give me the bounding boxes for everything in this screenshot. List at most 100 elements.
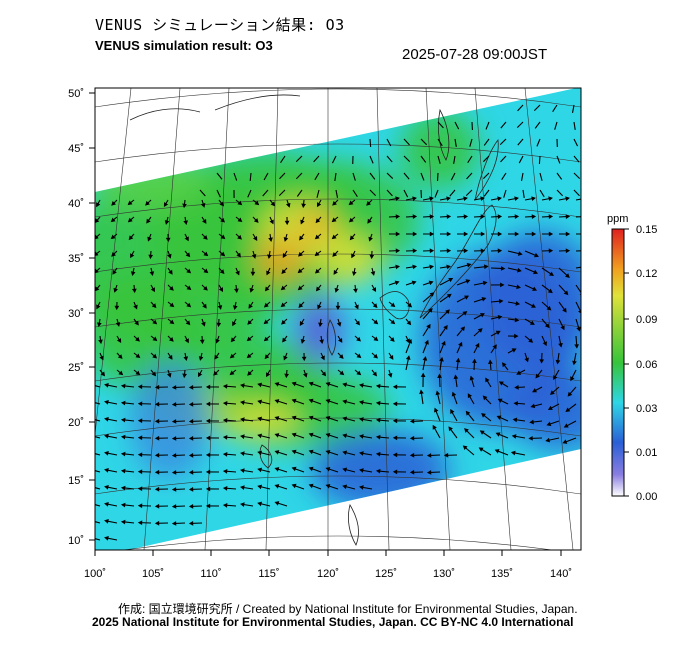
lon-tick-label: 100˚ xyxy=(84,568,106,580)
wind-arrowhead xyxy=(528,338,534,343)
wind-arrowhead xyxy=(198,356,204,361)
wind-arrowhead xyxy=(547,405,553,410)
wind-arrowhead xyxy=(395,248,401,254)
wind-arrow xyxy=(556,172,563,180)
wind-arrowhead xyxy=(462,311,468,316)
wind-arrowhead xyxy=(128,235,134,241)
wind-arrow xyxy=(573,172,581,179)
wind-arrow xyxy=(522,189,525,198)
wind-arrowhead xyxy=(446,293,452,299)
wind-arrowhead xyxy=(392,469,398,475)
wind-arrowhead xyxy=(182,373,187,379)
wind-arrowhead xyxy=(367,218,372,224)
wind-arrowhead xyxy=(284,220,290,226)
wind-arrowhead xyxy=(342,467,348,473)
wind-arrowhead xyxy=(237,217,243,223)
wind-arrowhead xyxy=(202,235,208,240)
wind-arrowhead xyxy=(263,336,269,342)
wind-arrowhead xyxy=(188,503,194,509)
wind-arrowhead xyxy=(492,344,497,350)
wind-arrowhead xyxy=(550,390,555,395)
wind-arrowhead xyxy=(151,303,157,309)
lon-tick-label: 135˚ xyxy=(491,568,513,580)
wind-arrowhead xyxy=(495,432,501,437)
wind-arrowhead xyxy=(395,231,401,237)
wind-arrowhead xyxy=(562,307,567,313)
wind-arrowhead xyxy=(498,298,504,304)
wind-arrowhead xyxy=(567,391,573,397)
wind-arrowhead xyxy=(184,236,189,242)
wind-arrowhead xyxy=(514,214,520,219)
wind-arrowhead xyxy=(583,197,586,200)
wind-arrowhead xyxy=(154,486,160,492)
wind-arrow xyxy=(316,189,320,198)
wind-arrowhead xyxy=(497,315,503,320)
parallel xyxy=(95,143,581,163)
wind-arrowhead xyxy=(515,301,521,306)
wind-arrowhead xyxy=(354,304,359,310)
wind-arrow xyxy=(483,189,490,197)
wind-arrowhead xyxy=(412,248,418,254)
wind-arrow xyxy=(335,189,339,198)
wind-arrowhead xyxy=(545,437,551,443)
wind-arrowhead xyxy=(284,373,289,379)
concentration-patch xyxy=(320,235,380,285)
wind-arrowhead xyxy=(205,401,211,407)
wind-arrowhead xyxy=(100,371,106,377)
wind-arrow xyxy=(485,121,490,130)
wind-arrowhead xyxy=(583,233,586,236)
wind-arrowhead xyxy=(395,214,401,219)
wind-arrowhead xyxy=(249,287,255,293)
wind-arrow xyxy=(536,138,541,147)
wind-arrowhead xyxy=(150,287,155,293)
wind-arrowhead xyxy=(149,271,155,276)
parallel xyxy=(95,198,581,218)
lat-tick-label: 25˚ xyxy=(68,362,84,374)
wind-arrowhead xyxy=(441,340,446,346)
wind-arrow xyxy=(500,121,507,129)
wind-arrow xyxy=(450,172,456,181)
wind-arrowhead xyxy=(463,196,468,202)
wind-arrowhead xyxy=(237,234,242,240)
wind-arrowhead xyxy=(303,372,308,378)
wind-arrowhead xyxy=(435,390,441,396)
wind-arrow xyxy=(454,138,457,147)
lat-tick-label: 20˚ xyxy=(68,417,84,429)
wind-arrowhead xyxy=(462,445,468,450)
wind-arrowhead xyxy=(513,401,518,406)
wind-arrowhead xyxy=(390,302,396,308)
wind-arrowhead xyxy=(351,253,356,259)
wind-arrowhead xyxy=(321,371,327,377)
wind-arrowhead xyxy=(516,284,521,290)
concentration-patch xyxy=(400,110,480,190)
wind-arrowhead xyxy=(429,214,435,219)
wind-arrowhead xyxy=(392,384,398,390)
wind-arrow xyxy=(95,453,101,456)
wind-arrowhead xyxy=(315,218,321,224)
lat-tick-label: 40˚ xyxy=(68,198,84,210)
parallel xyxy=(95,417,581,437)
wind-arrowhead xyxy=(412,196,417,202)
wind-arrowhead xyxy=(280,285,286,291)
wind-arrowhead xyxy=(445,309,450,315)
wind-arrowhead xyxy=(111,252,116,257)
wind-arrowhead xyxy=(450,409,455,414)
wind-arrowhead xyxy=(88,434,91,437)
wind-arrowhead xyxy=(446,248,452,254)
wind-arrowhead xyxy=(135,353,141,359)
wind-arrowhead xyxy=(542,341,547,347)
wind-arrowhead xyxy=(214,354,219,360)
wind-arrowhead xyxy=(240,417,245,422)
wind-arrowhead xyxy=(497,214,503,219)
wind-arrowhead xyxy=(392,418,398,424)
wind-arrowhead xyxy=(114,305,120,311)
wind-arrowhead xyxy=(535,373,540,379)
wind-arrowhead xyxy=(154,469,160,475)
wind-arrowhead xyxy=(325,484,331,489)
wind-arrowhead xyxy=(88,502,91,505)
wind-arrowhead xyxy=(451,391,457,397)
wind-arrowhead xyxy=(338,354,344,359)
wind-arrowhead xyxy=(479,430,485,435)
lon-tick-label: 125˚ xyxy=(375,568,397,580)
credit-japanese: 作成: 国立環境研究所 / Created by National Instit… xyxy=(118,602,578,616)
